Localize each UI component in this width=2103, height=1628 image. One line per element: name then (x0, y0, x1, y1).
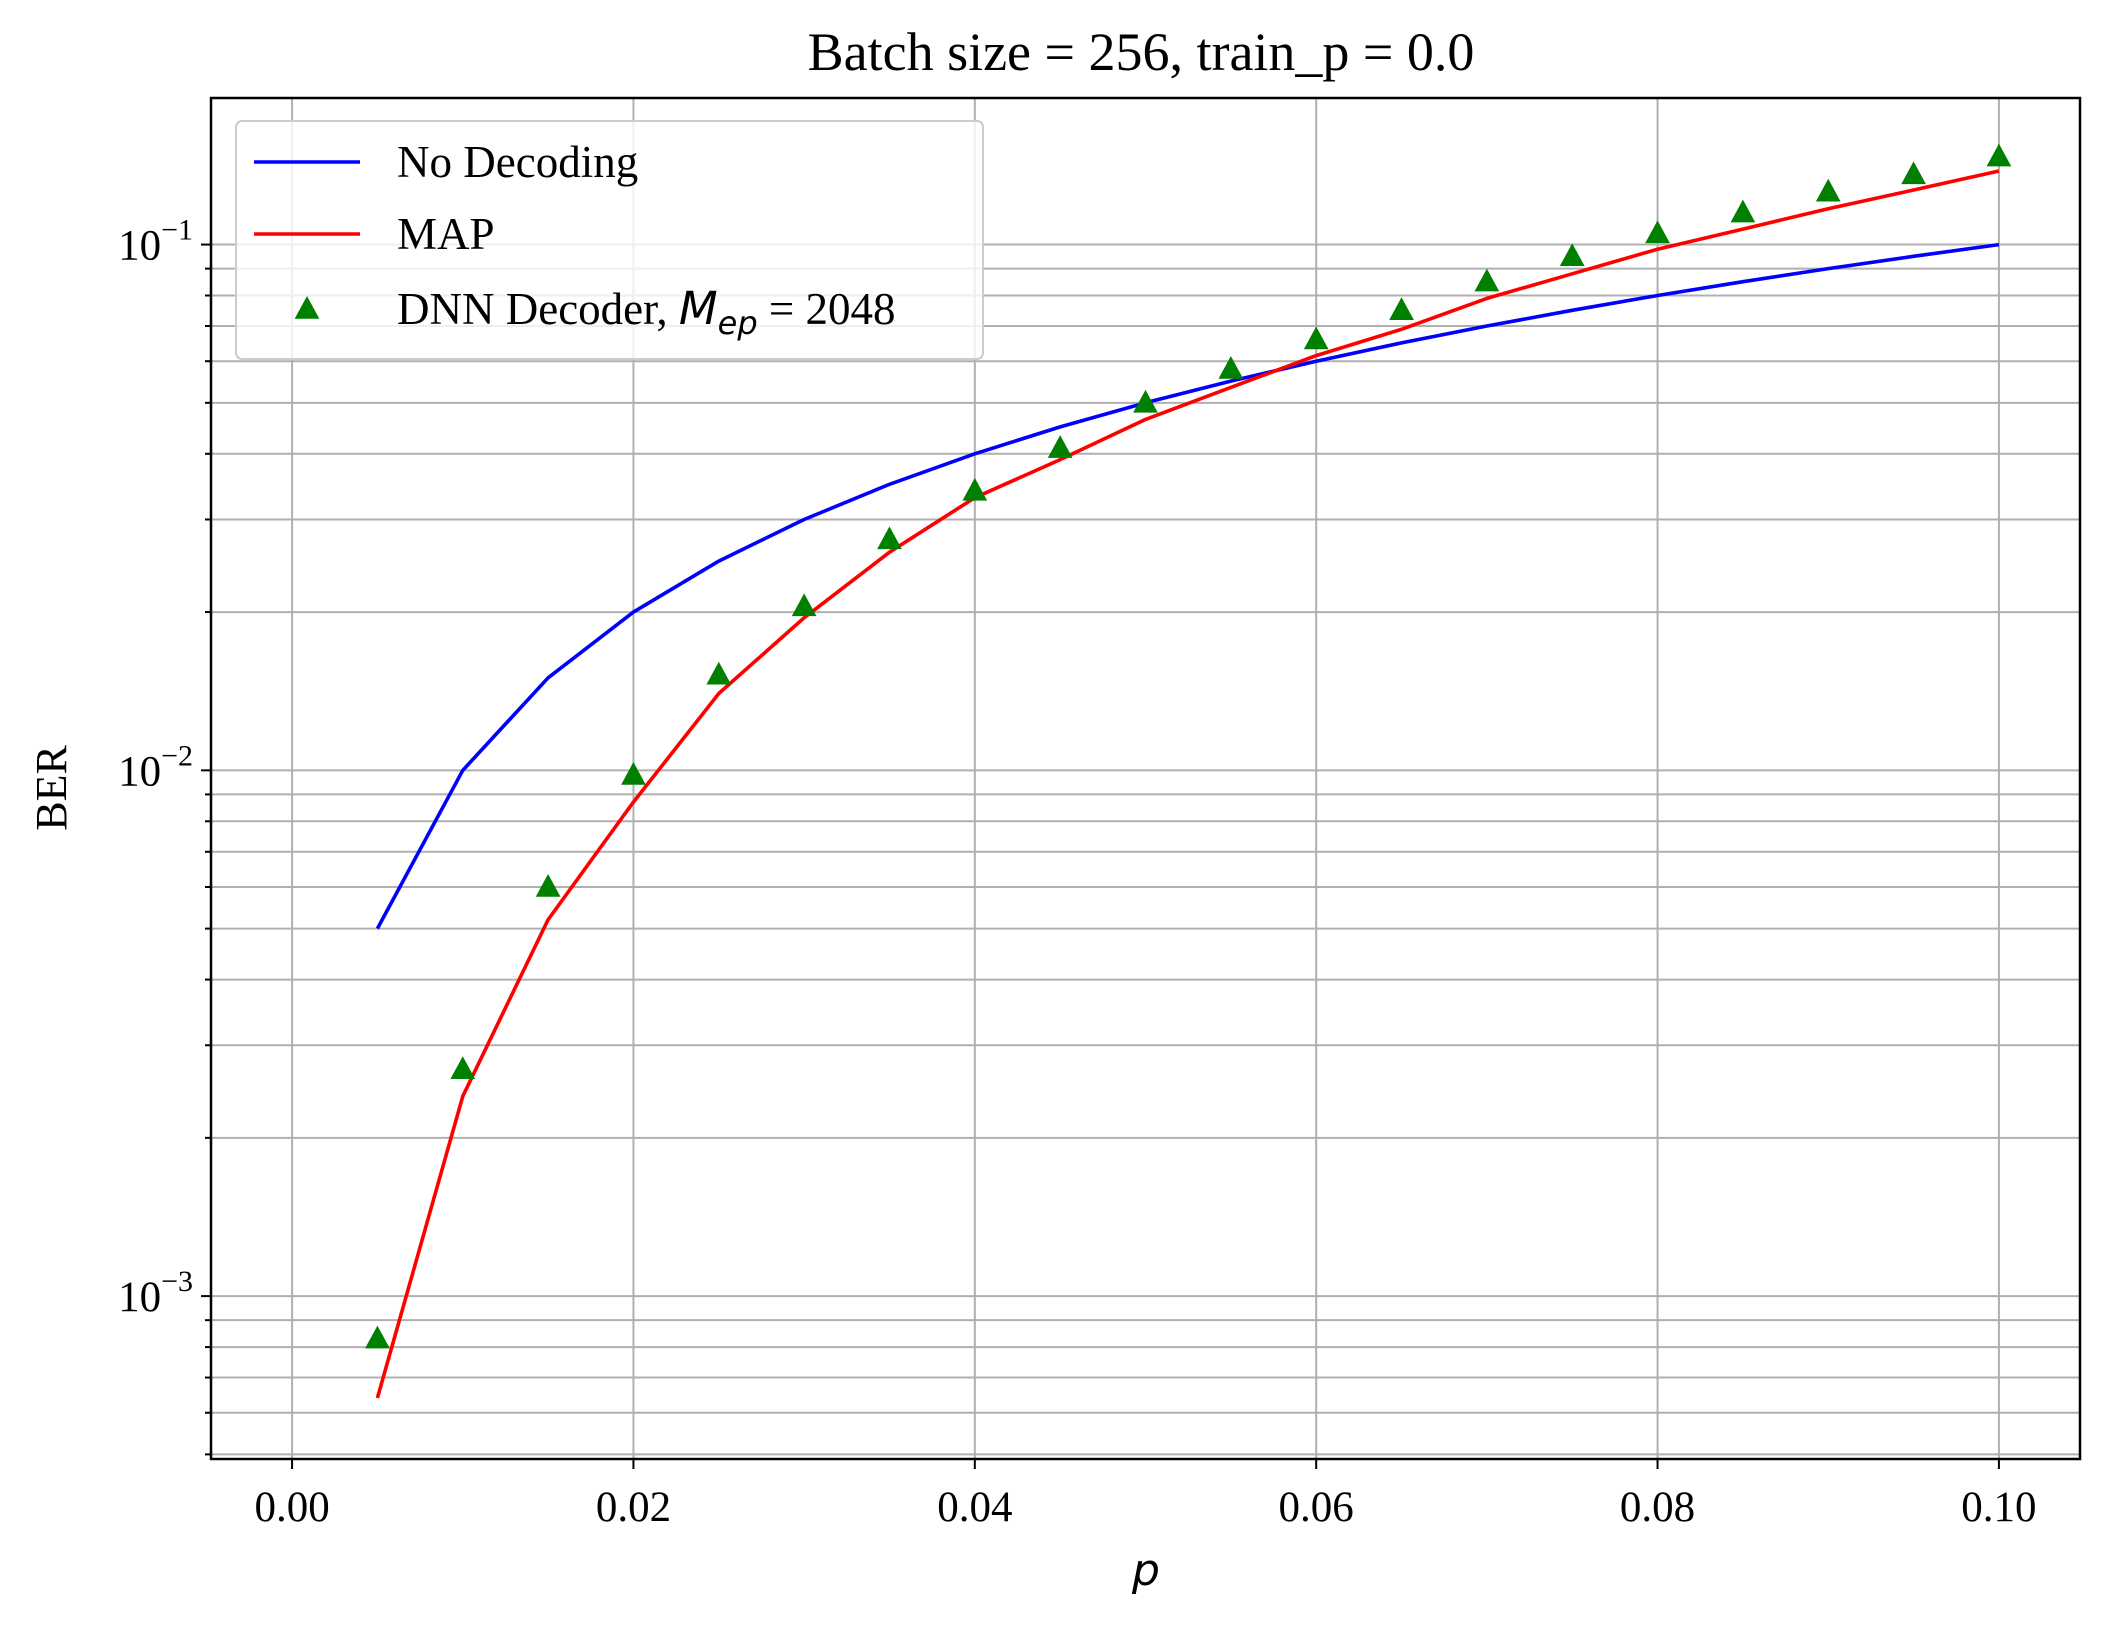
y-tick-label: 10−2 (118, 739, 193, 795)
series-point-triangle (877, 526, 902, 550)
x-tick-label: 0.00 (254, 1484, 329, 1531)
series-point-triangle (1645, 220, 1670, 244)
x-tick-label: 0.08 (1620, 1484, 1695, 1531)
legend: No Decoding MAP DNN Decoder, Mep = 2048 (235, 120, 984, 360)
legend-label: DNN Decoder, Mep = 2048 (397, 282, 896, 342)
y-tick-label: 10−3 (118, 1265, 193, 1321)
series-point-triangle (1901, 161, 1926, 185)
series-point-triangle (1047, 435, 1073, 458)
legend-swatch-triangle (294, 296, 320, 319)
series-point-triangle (1389, 297, 1414, 321)
legend-box (235, 120, 984, 360)
series-point-triangle (1730, 199, 1756, 223)
series-point-triangle (791, 593, 817, 617)
series-point-triangle (1303, 326, 1329, 350)
legend-label: MAP (397, 209, 495, 259)
x-tick-label: 0.02 (596, 1484, 671, 1531)
series-point-triangle (1559, 243, 1585, 267)
series-point-triangle (1218, 355, 1244, 379)
axis-ticks: 0.00 0.02 0.04 0.06 0.08 0.10 10−3 10−2 10−1 (118, 214, 2036, 1531)
y-tick-label: 10−1 (118, 214, 193, 270)
series-line-0 (375, 242, 2000, 930)
x-tick-label: 0.10 (1961, 1484, 2036, 1531)
chart-title: Batch size = 256, train_p = 0.0 (808, 22, 1475, 82)
series-line-1 (375, 169, 2000, 1399)
series-point-triangle (535, 873, 561, 897)
x-axis-label: p (1131, 1545, 1160, 1596)
series-point-triangle (1133, 389, 1158, 413)
series-point-triangle (1474, 268, 1500, 292)
series-point-triangle (962, 477, 988, 501)
series-point-triangle (706, 661, 732, 685)
data-series (365, 143, 2012, 1399)
plot-frame (209, 96, 2082, 1461)
x-tick-label: 0.04 (937, 1484, 1012, 1531)
series-point-triangle (1986, 143, 2012, 167)
x-tick-label: 0.06 (1279, 1484, 1354, 1531)
y-axis-label: BER (27, 745, 76, 831)
legend-label: No Decoding (397, 137, 638, 187)
series-point-triangle (1815, 178, 1841, 202)
series-point-triangle (621, 761, 646, 785)
series-point-triangle (365, 1325, 390, 1349)
series-point-triangle (450, 1056, 476, 1080)
